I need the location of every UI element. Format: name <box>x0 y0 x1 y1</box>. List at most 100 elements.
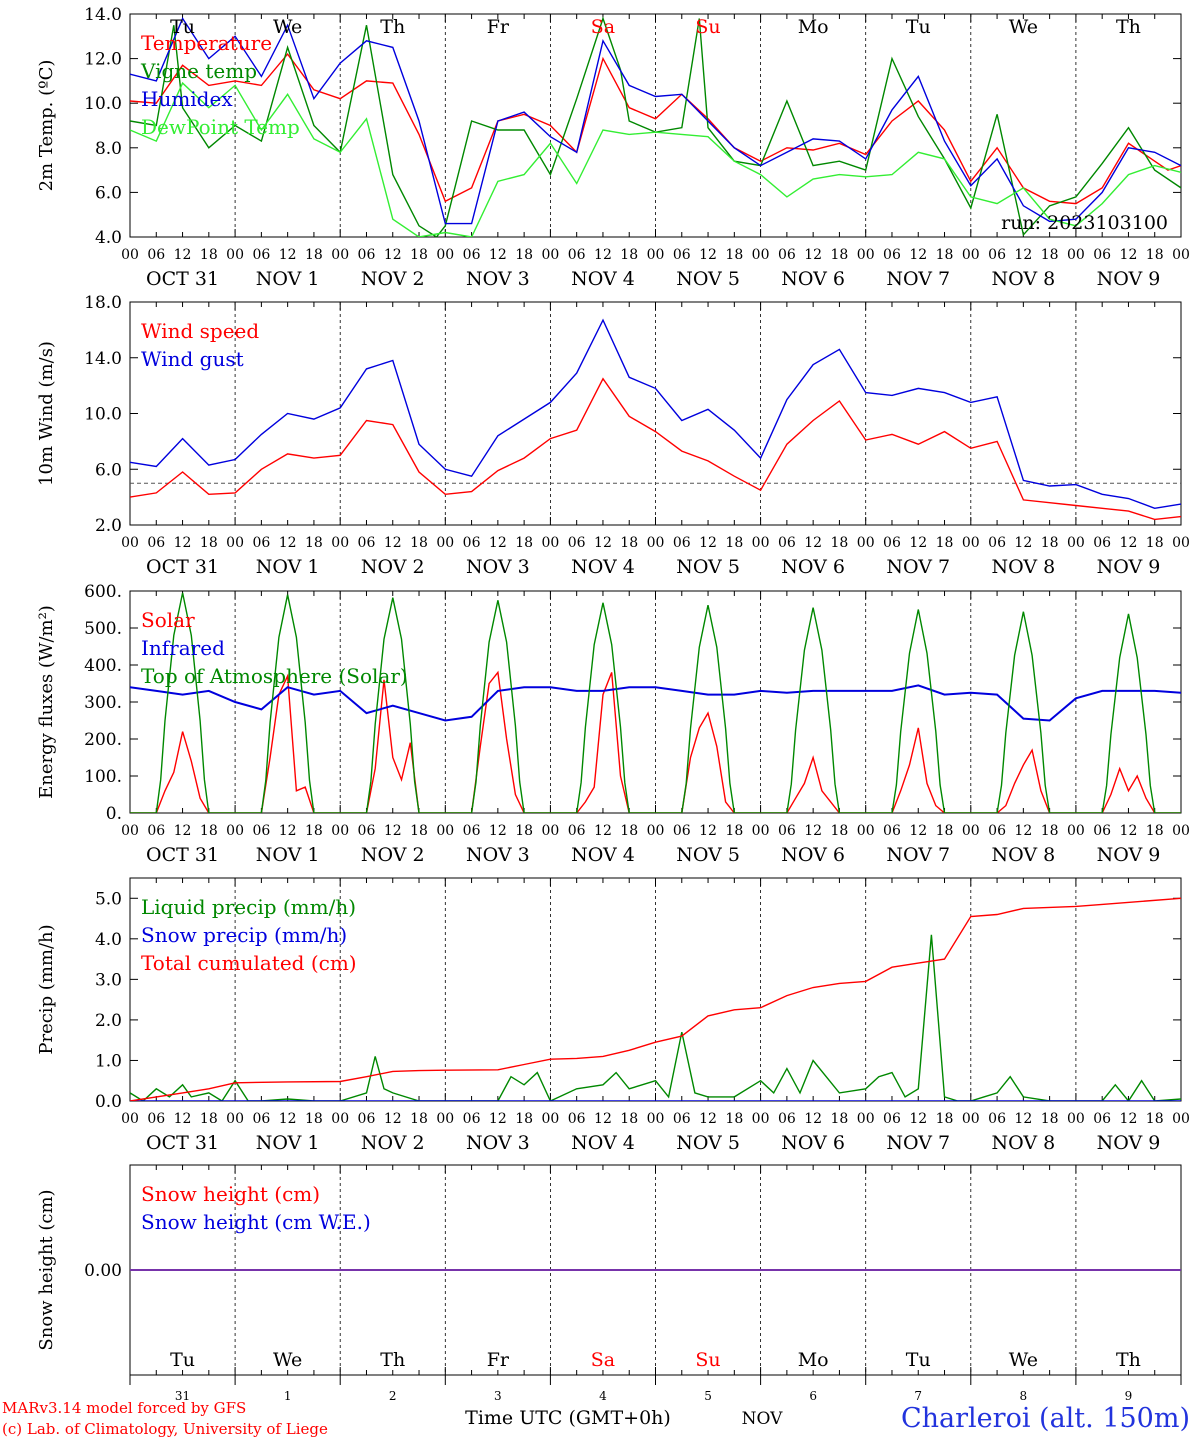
day-number: 8 <box>1020 1389 1028 1403</box>
hour-label: 06 <box>147 823 165 839</box>
weekday-label: Th <box>380 16 405 38</box>
hour-label: 12 <box>909 1111 927 1127</box>
y-tick-label: 8.0 <box>95 139 122 159</box>
hour-label: 06 <box>358 1111 376 1127</box>
day-number: 31 <box>175 1389 190 1403</box>
weekday-label: Th <box>1116 1349 1141 1371</box>
y-tick-label: 3.0 <box>95 970 122 990</box>
y-tick-label: 0. <box>106 804 122 824</box>
legend-entry: Total cumulated (cm) <box>141 951 357 975</box>
weekday-label: We <box>273 1349 302 1371</box>
weekday-label: Th <box>1116 16 1141 38</box>
hour-label: 00 <box>541 823 559 839</box>
day-label: NOV 1 <box>256 556 320 578</box>
day-label: NOV 7 <box>886 268 950 290</box>
series-group <box>130 318 1181 521</box>
hour-label: 18 <box>305 247 323 263</box>
legend-entry: Vigne temp <box>140 59 257 83</box>
hour-label: 18 <box>515 823 533 839</box>
panel-2: 2.0 6.0 10.0 14.0 18.0 10m Wind (m/s) Wind spe… <box>36 293 1190 578</box>
hour-label: 12 <box>699 823 717 839</box>
hour-label: 12 <box>1014 1111 1032 1127</box>
hour-label: 06 <box>463 247 481 263</box>
hour-label: 00 <box>331 247 349 263</box>
footer-credit: (c) Lab. of Climatology, University of L… <box>2 1420 328 1438</box>
weekday-label: We <box>1009 16 1038 38</box>
y-axis-label: 2m Temp. (ºC) <box>36 60 57 192</box>
hour-label: 18 <box>725 535 743 551</box>
hour-label: 06 <box>358 823 376 839</box>
hour-label: 00 <box>226 1111 244 1127</box>
hour-label: 12 <box>909 247 927 263</box>
hour-label: 12 <box>1014 247 1032 263</box>
hour-label: 00 <box>857 1111 875 1127</box>
y-tick-label: 12.0 <box>84 50 122 70</box>
y-tick-label: 10.0 <box>84 94 122 114</box>
day-label: NOV 3 <box>466 844 530 866</box>
hour-label: 06 <box>778 1111 796 1127</box>
day-label: NOV 2 <box>361 844 425 866</box>
hour-label: 12 <box>1120 247 1138 263</box>
hour-label: 18 <box>1041 535 1059 551</box>
hour-label: 06 <box>147 1111 165 1127</box>
weekday-label: Sa <box>591 16 615 38</box>
hour-label: 18 <box>620 247 638 263</box>
hour-label: 18 <box>410 1111 428 1127</box>
day-label: NOV 3 <box>466 268 530 290</box>
hour-label: 18 <box>410 247 428 263</box>
y-tick-label: 6.0 <box>95 460 122 480</box>
hour-label: 06 <box>358 247 376 263</box>
day-label: NOV 6 <box>781 268 845 290</box>
hour-label: 00 <box>541 535 559 551</box>
day-label: NOV 2 <box>361 268 425 290</box>
hour-label: 18 <box>831 247 849 263</box>
hour-label: 12 <box>489 247 507 263</box>
hour-label: 18 <box>831 535 849 551</box>
legend-entry: Snow height (cm W.E.) <box>141 1210 371 1234</box>
hour-label: 06 <box>988 535 1006 551</box>
location-label: Charleroi (alt. 150m) <box>901 1403 1190 1434</box>
hour-label: 18 <box>305 823 323 839</box>
weekday-label: Su <box>695 1349 720 1371</box>
series-top-of-atmosphere-solar <box>130 592 1181 813</box>
hour-label: 12 <box>279 535 297 551</box>
series-dewpoint-temp <box>130 81 1181 237</box>
hour-label: 18 <box>200 247 218 263</box>
hour-label: 12 <box>1120 535 1138 551</box>
hour-label: 00 <box>121 823 139 839</box>
hour-label: 00 <box>121 247 139 263</box>
hour-label: 00 <box>752 823 770 839</box>
hour-label: 06 <box>988 247 1006 263</box>
hour-label: 12 <box>804 247 822 263</box>
series-wind-speed <box>130 377 1181 521</box>
hour-label: 18 <box>936 535 954 551</box>
hour-label: 06 <box>252 535 270 551</box>
day-number: 2 <box>389 1389 397 1403</box>
day-number: 7 <box>914 1389 922 1403</box>
month-label: NOV <box>742 1409 784 1429</box>
hour-label: 06 <box>147 535 165 551</box>
day-label: NOV 5 <box>676 556 740 578</box>
hour-label: 00 <box>962 1111 980 1127</box>
y-tick-label: 600. <box>84 582 122 602</box>
hour-label: 18 <box>305 535 323 551</box>
hour-label: 06 <box>988 1111 1006 1127</box>
series-humidex <box>130 17 1181 225</box>
panel-5: 0.00 Snow height (cm) Snow height (cm) Snow… <box>36 1164 1182 1403</box>
day-label: NOV 1 <box>256 1132 320 1154</box>
hour-label: 12 <box>279 247 297 263</box>
weekday-label: Tu <box>906 1349 931 1371</box>
hour-label: 12 <box>384 535 402 551</box>
hour-label: 18 <box>620 1111 638 1127</box>
hour-label: 12 <box>279 823 297 839</box>
hour-label: 00 <box>857 247 875 263</box>
hour-label: 00 <box>962 247 980 263</box>
hour-label: 18 <box>515 247 533 263</box>
weekday-label: Th <box>380 1349 405 1371</box>
hour-label: 18 <box>200 823 218 839</box>
day-label: NOV 6 <box>781 844 845 866</box>
y-tick-label: 10.0 <box>84 405 122 425</box>
weekday-label: Mo <box>798 16 829 38</box>
day-label: NOV 3 <box>466 556 530 578</box>
